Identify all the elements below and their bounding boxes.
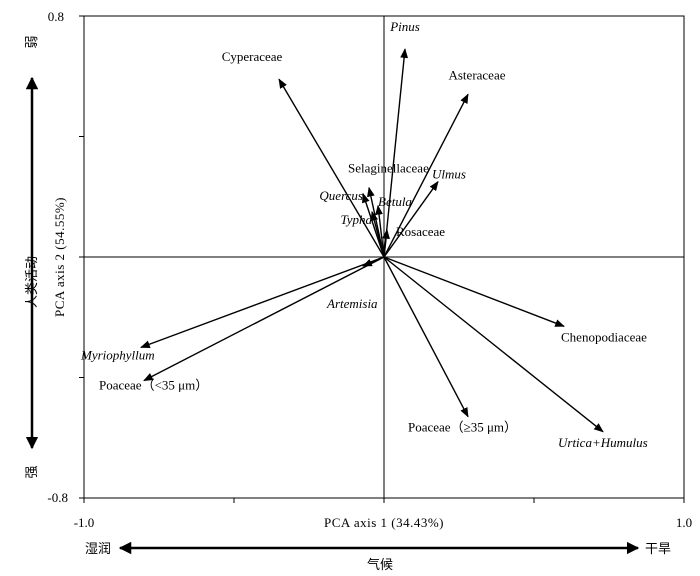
side-label-strong: 强 bbox=[24, 465, 39, 478]
loading-vector-7 bbox=[370, 210, 385, 258]
y-axis-ticks bbox=[79, 15, 84, 499]
loading-label-9: Artemisia bbox=[326, 296, 378, 311]
loading-label-7: Typha bbox=[340, 212, 372, 227]
loading-vector-11 bbox=[143, 256, 385, 382]
loading-vector-12 bbox=[383, 256, 565, 327]
side-label-humid: 湿润 bbox=[85, 541, 111, 556]
loading-vector-8 bbox=[382, 228, 390, 258]
side-label-climate: 气候 bbox=[367, 557, 393, 572]
loading-vector-10 bbox=[140, 256, 385, 349]
x-tick-label-right: 1.0 bbox=[676, 515, 692, 530]
loading-vector-6 bbox=[375, 204, 385, 258]
side-label-human-activity: 人类活动 bbox=[24, 256, 39, 308]
side-label-arid: 干旱 bbox=[645, 541, 671, 556]
loading-label-0: Cyperaceae bbox=[222, 49, 283, 64]
y-axis-title: PCA axis 2 (54.55%) bbox=[52, 197, 67, 317]
x-tick-label-left: -1.0 bbox=[74, 515, 95, 530]
loading-label-12: Chenopodiaceae bbox=[561, 329, 647, 344]
loading-vector-4 bbox=[383, 180, 439, 258]
loading-label-4: Ulmus bbox=[432, 167, 466, 182]
y-tick-label-top: 0.8 bbox=[48, 9, 64, 24]
loading-vectors bbox=[140, 48, 604, 433]
loading-label-13: Poaceae（≥35 μm） bbox=[408, 420, 517, 435]
loading-vector-2 bbox=[383, 93, 469, 258]
loading-label-10: Myriophyllum bbox=[80, 347, 155, 362]
loading-labels: Cyperaceae Pinus Asteraceae Selaginellaceae… bbox=[80, 19, 648, 450]
loading-vector-0 bbox=[278, 78, 385, 258]
loading-vector-14 bbox=[383, 256, 604, 433]
loading-label-1: Pinus bbox=[389, 19, 420, 34]
loading-label-11: Poaceae（<35 μm） bbox=[99, 378, 208, 393]
loading-label-3: Selaginellaceae bbox=[348, 161, 429, 176]
x-axis-ticks bbox=[83, 498, 685, 503]
loading-label-2: Asteraceae bbox=[448, 67, 505, 82]
loading-label-6: Betula bbox=[378, 194, 412, 209]
y-tick-label-bottom: -0.8 bbox=[47, 490, 68, 505]
side-label-weak: 弱 bbox=[24, 35, 39, 48]
x-axis-title: PCA axis 1 (34.43%) bbox=[324, 515, 444, 530]
loading-label-8: Rosaceae bbox=[396, 224, 445, 239]
loading-label-5: Quercus bbox=[319, 188, 363, 203]
loading-label-14: Urtica+Humulus bbox=[558, 435, 648, 450]
loading-vector-1 bbox=[383, 48, 409, 258]
loading-vector-13 bbox=[383, 256, 469, 418]
